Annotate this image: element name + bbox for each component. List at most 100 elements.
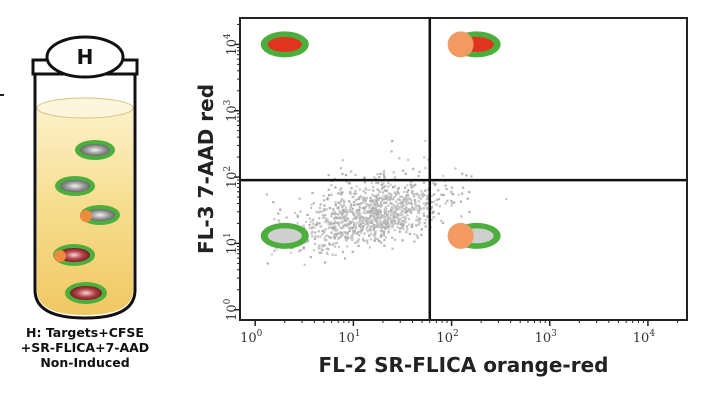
event-dot xyxy=(373,202,376,205)
event-dot xyxy=(335,216,338,219)
event-dot xyxy=(403,190,406,193)
event-dot xyxy=(372,229,375,232)
event-dot xyxy=(378,220,381,223)
event-dot xyxy=(384,216,387,219)
red-core xyxy=(267,36,302,52)
event-dot xyxy=(391,217,394,220)
event-dot xyxy=(317,230,320,233)
event-dot xyxy=(392,171,395,174)
y-tick-label: 101 xyxy=(223,232,240,254)
event-dot xyxy=(435,198,438,201)
event-dot xyxy=(321,229,324,232)
event-dot xyxy=(384,195,387,198)
event-dot xyxy=(425,195,428,198)
event-dot xyxy=(410,202,413,205)
event-dot xyxy=(346,232,349,235)
event-dot xyxy=(426,207,429,210)
event-dot xyxy=(390,206,393,209)
event-dot xyxy=(380,226,383,229)
event-dot xyxy=(325,251,328,254)
event-dot xyxy=(461,172,464,175)
event-dot xyxy=(415,219,418,222)
event-dot xyxy=(318,222,321,225)
event-dot xyxy=(344,174,348,177)
event-dot xyxy=(322,216,325,219)
event-dot xyxy=(340,198,343,201)
event-dot xyxy=(323,209,326,212)
event-dot xyxy=(400,202,403,205)
event-dot xyxy=(404,172,407,175)
event-dot xyxy=(376,209,379,212)
event-dot xyxy=(350,187,353,190)
event-dot xyxy=(405,230,408,234)
event-dot xyxy=(377,193,380,196)
event-dot xyxy=(308,217,311,220)
event-dot xyxy=(332,226,335,229)
event-dot xyxy=(370,202,373,205)
event-dot xyxy=(388,218,391,221)
event-dot xyxy=(356,240,360,243)
event-dot xyxy=(357,238,360,241)
event-dot xyxy=(329,223,332,226)
event-dot xyxy=(401,239,404,242)
event-dot xyxy=(327,248,330,251)
event-dot xyxy=(352,230,355,233)
event-dot xyxy=(352,200,356,204)
event-dot xyxy=(393,216,396,219)
event-dot xyxy=(393,221,396,224)
event-dot xyxy=(430,206,433,209)
event-dot xyxy=(357,197,360,200)
event-dot xyxy=(423,222,426,225)
event-dot xyxy=(330,214,333,218)
event-dot xyxy=(402,225,405,228)
event-dot xyxy=(375,215,378,218)
event-dot xyxy=(385,207,388,210)
event-dot xyxy=(347,223,350,226)
event-dot xyxy=(378,208,381,211)
event-dot xyxy=(358,206,361,209)
y-tick-label: 104 xyxy=(223,33,240,56)
event-dot xyxy=(299,249,302,252)
event-dot xyxy=(407,194,410,197)
event-dot xyxy=(468,210,471,213)
event-dot xyxy=(401,209,404,212)
event-dot xyxy=(453,201,456,204)
event-dot xyxy=(403,208,406,212)
event-dot xyxy=(340,220,343,224)
event-dot xyxy=(384,185,387,188)
event-dot xyxy=(421,194,424,197)
event-dot xyxy=(285,216,288,219)
event-dot xyxy=(296,222,299,225)
event-dot xyxy=(351,238,354,241)
event-dot xyxy=(345,224,348,227)
event-dot xyxy=(367,211,370,214)
event-dot xyxy=(327,223,330,226)
event-dot xyxy=(461,192,464,195)
event-dot xyxy=(407,158,410,161)
event-dot xyxy=(359,214,362,217)
quadrant-icon-upper-left xyxy=(260,31,309,58)
event-dot xyxy=(393,191,396,194)
event-dot xyxy=(389,214,392,217)
event-dot xyxy=(321,214,324,217)
event-dot xyxy=(322,194,325,197)
event-dot xyxy=(368,188,371,191)
event-dot xyxy=(306,213,309,216)
event-dot xyxy=(388,223,391,226)
event-dot xyxy=(399,222,402,225)
event-dot xyxy=(335,234,338,237)
event-dot xyxy=(405,195,408,198)
event-dot xyxy=(326,247,329,250)
event-dot xyxy=(444,202,447,205)
event-dot xyxy=(424,189,427,192)
x-tick-label: 103 xyxy=(535,329,558,346)
event-dot xyxy=(371,213,374,217)
flica-dot xyxy=(447,222,474,249)
event-dot xyxy=(357,244,360,247)
event-dot xyxy=(466,197,469,200)
event-dot xyxy=(404,217,407,220)
event-dot xyxy=(341,206,344,209)
event-dot xyxy=(333,220,336,223)
event-dot xyxy=(396,204,399,207)
event-dot xyxy=(407,189,410,192)
